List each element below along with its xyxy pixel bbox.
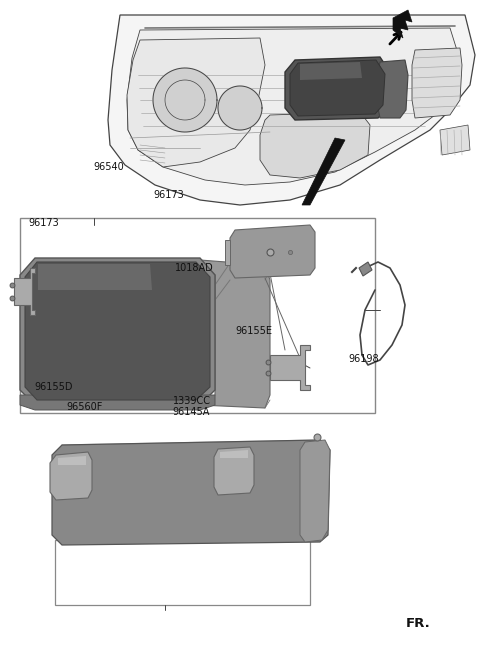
Polygon shape bbox=[38, 264, 152, 290]
Polygon shape bbox=[50, 452, 92, 500]
Polygon shape bbox=[230, 225, 315, 278]
Bar bbox=[20, 218, 375, 413]
Text: 96173: 96173 bbox=[29, 218, 60, 228]
Polygon shape bbox=[153, 68, 217, 132]
Polygon shape bbox=[285, 57, 390, 120]
Polygon shape bbox=[218, 86, 262, 130]
Polygon shape bbox=[225, 240, 230, 265]
Polygon shape bbox=[260, 112, 370, 178]
Polygon shape bbox=[290, 60, 385, 116]
Polygon shape bbox=[20, 258, 215, 405]
Polygon shape bbox=[302, 138, 345, 205]
Polygon shape bbox=[25, 262, 210, 400]
Polygon shape bbox=[393, 10, 412, 38]
Text: FR.: FR. bbox=[406, 617, 431, 630]
Polygon shape bbox=[52, 440, 330, 545]
Text: 96155E: 96155E bbox=[235, 326, 272, 337]
Polygon shape bbox=[359, 262, 372, 276]
Text: 96198: 96198 bbox=[348, 354, 379, 365]
Polygon shape bbox=[108, 15, 475, 205]
Polygon shape bbox=[58, 456, 86, 465]
Polygon shape bbox=[127, 38, 265, 167]
Text: 1018AD: 1018AD bbox=[175, 262, 214, 273]
Polygon shape bbox=[14, 268, 35, 315]
Polygon shape bbox=[270, 345, 310, 390]
Polygon shape bbox=[127, 28, 460, 185]
Text: 1339CC: 1339CC bbox=[173, 396, 211, 407]
Polygon shape bbox=[378, 60, 408, 118]
Bar bbox=[55, 540, 310, 605]
Text: 96145A: 96145A bbox=[173, 407, 210, 417]
Polygon shape bbox=[220, 450, 248, 458]
Polygon shape bbox=[300, 62, 362, 80]
Polygon shape bbox=[440, 125, 470, 155]
Polygon shape bbox=[300, 440, 330, 542]
Text: 96155D: 96155D bbox=[35, 382, 73, 392]
Polygon shape bbox=[20, 395, 215, 410]
Polygon shape bbox=[214, 447, 254, 495]
Polygon shape bbox=[200, 260, 270, 408]
Text: 96173: 96173 bbox=[154, 190, 184, 201]
Text: 96540: 96540 bbox=[94, 162, 124, 173]
Polygon shape bbox=[412, 48, 462, 118]
Text: 96560F: 96560F bbox=[66, 401, 103, 412]
